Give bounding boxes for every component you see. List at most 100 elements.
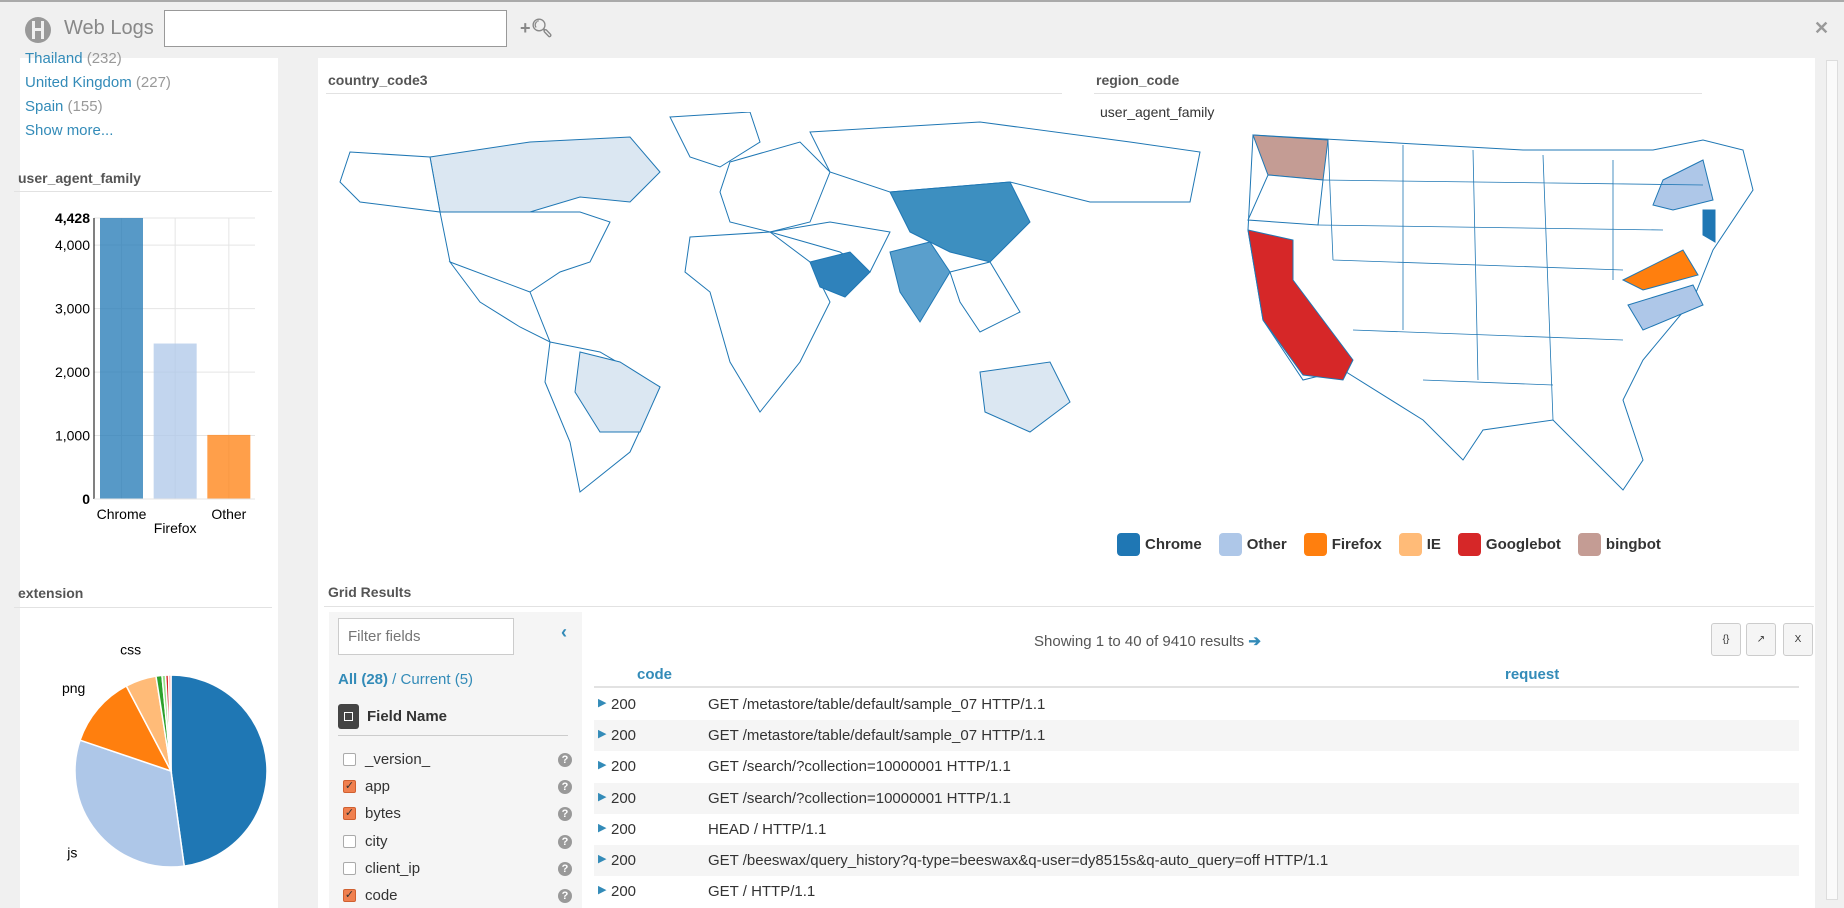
- plus-search-icon[interactable]: +🔍︎: [520, 18, 554, 38]
- filter-fields-input[interactable]: [338, 618, 514, 655]
- field-checkbox[interactable]: ✓: [343, 807, 356, 821]
- current-fields-tab[interactable]: Current (5): [400, 671, 474, 688]
- legend-item[interactable]: Firefox: [1303, 533, 1382, 556]
- expand-row-icon[interactable]: ▶: [598, 790, 607, 803]
- field-checkbox[interactable]: ✓: [343, 889, 356, 902]
- help-icon[interactable]: ?: [558, 861, 572, 876]
- cell-code: 200: [611, 758, 637, 776]
- field-checkbox[interactable]: [343, 861, 356, 875]
- table-row[interactable]: ▶ 200 GET /metastore/table/default/sample_…: [594, 689, 1799, 720]
- search-input[interactable]: [164, 10, 507, 47]
- legend-label: Firefox: [1331, 536, 1382, 553]
- help-icon[interactable]: ?: [558, 807, 572, 822]
- legend-item[interactable]: IE: [1398, 533, 1441, 556]
- pie-slice[interactable]: [79, 685, 173, 773]
- divider: [14, 191, 272, 192]
- table-row[interactable]: ▶ 200 GET /beeswax/query_history?q-type=be…: [594, 845, 1799, 876]
- scrollbar-thumb[interactable]: [1826, 60, 1838, 900]
- us-map-title: region_code: [1096, 72, 1180, 88]
- legend-label: Other: [1246, 536, 1287, 553]
- map-state-virginia: [1621, 249, 1699, 291]
- bar-chrome[interactable]: [100, 218, 143, 499]
- next-page-arrow-icon[interactable]: ➔: [1248, 633, 1261, 650]
- cell-request: GET /metastore/table/default/sample_07 H…: [708, 727, 1046, 745]
- expand-row-icon[interactable]: ▶: [598, 697, 607, 709]
- us-map[interactable]: [1223, 130, 1768, 515]
- field-checkbox[interactable]: [343, 753, 356, 766]
- map-country-alaska: [339, 151, 441, 213]
- legend-swatch: [1218, 533, 1242, 556]
- hue-logo-icon: [25, 17, 51, 43]
- all-fields-tab[interactable]: All (28): [338, 671, 389, 688]
- table-row[interactable]: ▶ 200 GET /search/?collection=10000001 HTT…: [594, 782, 1799, 814]
- cell-request: GET /beeswax/query_history?q-type=beeswa…: [708, 852, 1329, 869]
- help-icon[interactable]: ?: [558, 834, 572, 849]
- legend-item[interactable]: Other: [1218, 533, 1287, 556]
- table-header-divider: [594, 686, 1799, 688]
- facet-item[interactable]: Spain (155): [25, 98, 103, 115]
- map-country-canada: [429, 136, 661, 213]
- expand-row-icon[interactable]: ▶: [598, 853, 607, 865]
- legend-item[interactable]: Chrome: [1117, 533, 1202, 556]
- field-item[interactable]: _version_: [343, 751, 430, 768]
- expand-row-icon[interactable]: ▶: [598, 759, 607, 772]
- map-country-australia: [979, 361, 1071, 433]
- collapse-chevron-left-icon[interactable]: ‹: [561, 622, 567, 642]
- pie-slice[interactable]: [167, 674, 172, 772]
- map-state-grid: [1317, 139, 1704, 421]
- column-header-code[interactable]: code: [637, 666, 673, 683]
- field-item[interactable]: city: [343, 833, 388, 850]
- close-icon[interactable]: ✕: [1814, 18, 1830, 38]
- pie-slice[interactable]: [74, 739, 186, 868]
- legend-label: bingbot: [1605, 536, 1661, 553]
- cell-code: 200: [611, 820, 637, 838]
- expand-row-icon[interactable]: ▶: [598, 821, 607, 834]
- help-icon[interactable]: ?: [558, 780, 572, 795]
- field-name: code: [365, 887, 398, 904]
- facet-item[interactable]: Thailand (232): [25, 50, 122, 67]
- facet-count: (232): [86, 50, 122, 67]
- field-checkbox[interactable]: [343, 834, 356, 848]
- expand-row-icon[interactable]: ▶: [598, 884, 607, 897]
- facet-label: United Kingdom: [25, 74, 132, 91]
- expand-row-icon[interactable]: ▶: [598, 728, 607, 741]
- legend-label: Chrome: [1145, 536, 1202, 553]
- divider: [326, 93, 1062, 94]
- legend-item[interactable]: Googlebot: [1457, 533, 1561, 556]
- table-row[interactable]: ▶ 200 GET /metastore/table/default/sample_…: [594, 720, 1799, 752]
- facet-item[interactable]: United Kingdom (227): [25, 74, 171, 91]
- facet-count: (227): [135, 74, 171, 91]
- field-item[interactable]: client_ip: [343, 860, 420, 877]
- field-item[interactable]: ✓ code: [343, 887, 398, 904]
- table-row[interactable]: ▶ 200 GET /search/?collection=10000001 HTT…: [594, 751, 1799, 782]
- show-more-link[interactable]: Show more...: [25, 122, 114, 139]
- table-row[interactable]: ▶ 200 HEAD / HTTP/1.1: [594, 814, 1799, 845]
- csv-file-icon[interactable]: ↗: [1746, 623, 1776, 656]
- excel-file-icon[interactable]: X: [1783, 623, 1813, 656]
- field-checkbox[interactable]: ✓: [343, 780, 356, 794]
- pie-slice[interactable]: [170, 674, 268, 867]
- select-all-checkbox[interactable]: [338, 704, 359, 729]
- pie-chart-title: extension: [18, 585, 84, 601]
- table-row[interactable]: ▶ 200 GET / HTTP/1.1: [594, 876, 1799, 907]
- bar-firefox[interactable]: [153, 343, 197, 499]
- facet-count: (155): [67, 98, 103, 115]
- help-icon[interactable]: ?: [558, 889, 572, 903]
- legend-item[interactable]: bingbot: [1577, 533, 1661, 556]
- help-icon[interactable]: ?: [558, 753, 572, 767]
- world-map[interactable]: [330, 112, 1225, 512]
- column-header-request[interactable]: request: [1505, 666, 1560, 683]
- json-file-icon[interactable]: {}: [1711, 623, 1741, 656]
- field-name: city: [365, 832, 388, 850]
- y-tick-label: 3,000: [55, 301, 90, 317]
- field-item[interactable]: ✓ bytes: [343, 805, 401, 822]
- map-country-brazil: [574, 351, 661, 433]
- bar-other[interactable]: [207, 434, 251, 499]
- x-tick-label: Firefox: [154, 520, 197, 536]
- legend-swatch: [1398, 533, 1422, 556]
- separator: /: [388, 671, 401, 688]
- map-country-middle-east: [769, 221, 891, 273]
- legend-label: Googlebot: [1485, 536, 1561, 553]
- cell-request: GET /search/?collection=10000001 HTTP/1.…: [708, 789, 1011, 807]
- field-item[interactable]: ✓ app: [343, 778, 390, 795]
